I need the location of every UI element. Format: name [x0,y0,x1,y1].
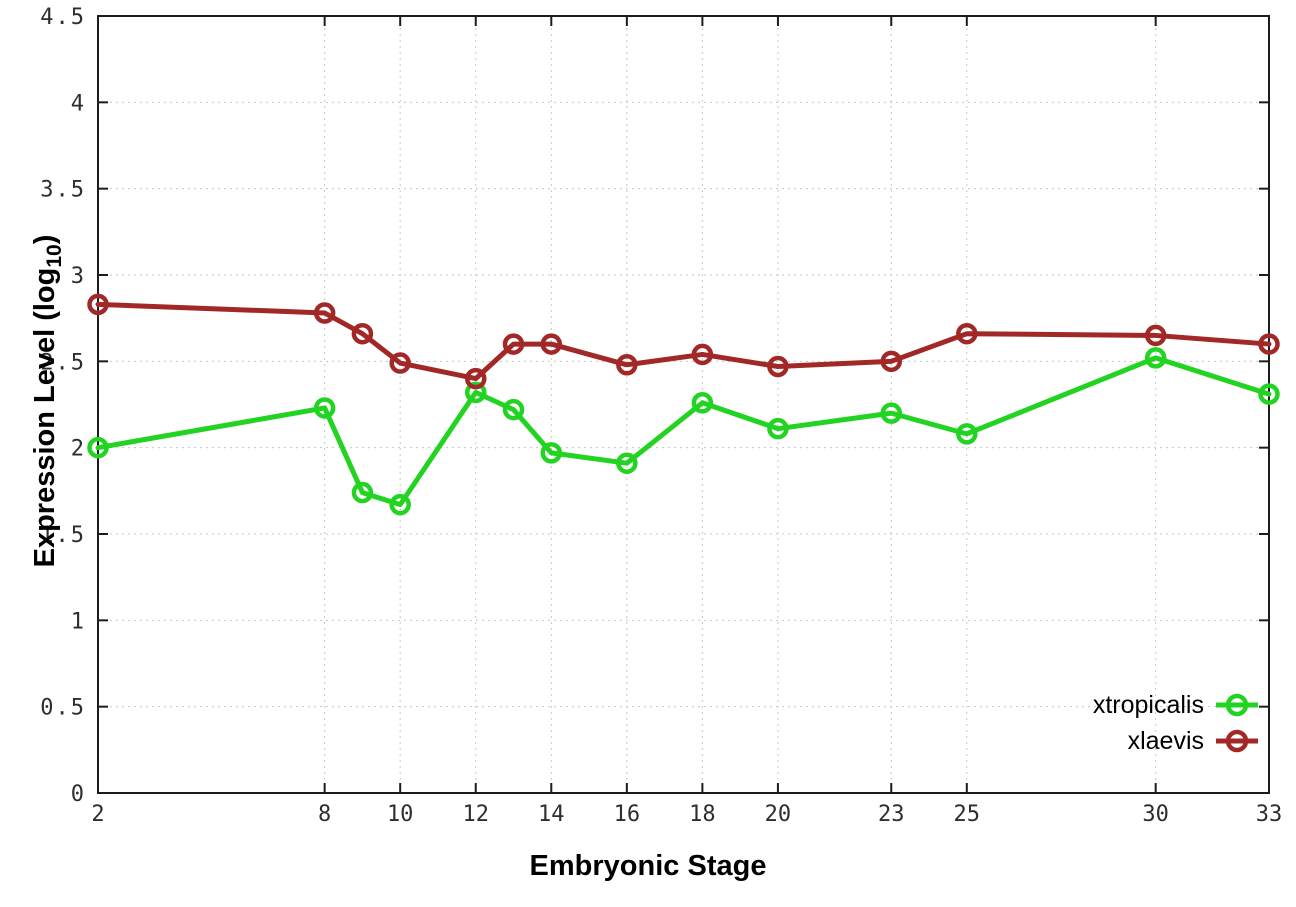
data-point-xtropicalis [464,381,487,404]
legend-label-xlaevis: xlaevis [1127,726,1204,755]
data-point-xlaevis [540,333,563,355]
data-point-xlaevis [1144,324,1167,347]
series-line-xlaevis [95,301,1272,382]
legend-item-xlaevis: xlaevis [1128,724,1260,758]
x-tick-label: 10 [387,802,414,827]
data-point-xlaevis [691,343,714,366]
x-tick-label: 18 [689,802,716,827]
y-tick-label: 0 [71,782,86,807]
data-point-xlaevis [313,302,336,324]
plot-border [97,15,1270,794]
data-point-xtropicalis [502,398,525,421]
x-tick-label: 20 [765,802,792,827]
data-point-xlaevis [464,367,487,390]
x-tick-label: 33 [1256,802,1283,827]
data-point-xtropicalis [616,452,638,474]
y-axis-title: Expression Level (log10) [29,191,67,611]
x-axis-title: Embryonic Stage [529,850,767,882]
data-point-xtropicalis [691,392,714,414]
data-point-xtropicalis [1144,347,1167,369]
x-tick-label: 14 [538,802,565,827]
y-tick-label: 4.5 [40,5,86,30]
data-point-xlaevis [1258,333,1280,355]
x-tick-label: 8 [318,802,331,827]
data-point-xlaevis [616,354,638,376]
y-tick-label: 3.5 [40,178,86,203]
data-point-xlaevis [389,352,411,374]
legend-item-xtropicalis: xtropicalis [1093,688,1260,722]
data-point-xlaevis [502,333,525,355]
data-point-xtropicalis [880,402,903,424]
legend-marker-xtropicalis-icon [1216,693,1258,717]
data-point-xtropicalis [767,417,789,440]
legend-label-xtropicalis: xtropicalis [1092,690,1204,719]
data-point-xtropicalis [87,436,109,459]
x-tick-label: 12 [462,802,489,827]
y-tick-label: 0.5 [40,696,86,721]
x-tick-label: 23 [878,802,905,827]
data-point-xlaevis [351,322,374,345]
y-tick-label: 4 [71,91,86,116]
x-tick-label: 2 [91,802,104,827]
y-axis-title-suffix: ) [29,234,61,245]
data-point-xtropicalis [1258,383,1280,405]
y-tick-label: 3 [71,264,86,289]
data-point-xtropicalis [540,442,563,464]
data-point-xtropicalis [956,423,978,445]
x-tick-label: 25 [954,802,981,827]
y-tick-label: 2 [71,437,86,462]
data-point-xlaevis [956,322,978,345]
y-tick-label: 2.5 [40,350,86,375]
x-tick-label: 30 [1142,802,1169,827]
data-point-xtropicalis [389,493,411,516]
y-axis-title-text: Expression Level (log [29,267,61,568]
data-point-xtropicalis [351,481,374,504]
data-point-xtropicalis [313,397,336,419]
legend: xtropicalis xlaevis [1093,688,1260,758]
y-tick-label: 1.5 [40,523,86,548]
x-tick-label: 16 [614,802,641,827]
data-point-xlaevis [767,355,789,378]
data-point-xlaevis [880,350,903,373]
series-line-xtropicalis [95,355,1272,508]
legend-marker-xlaevis-icon [1216,729,1258,753]
y-axis-title-subscript: 10 [43,244,66,268]
y-tick-label: 1 [71,609,86,634]
data-point-xlaevis [87,293,109,316]
